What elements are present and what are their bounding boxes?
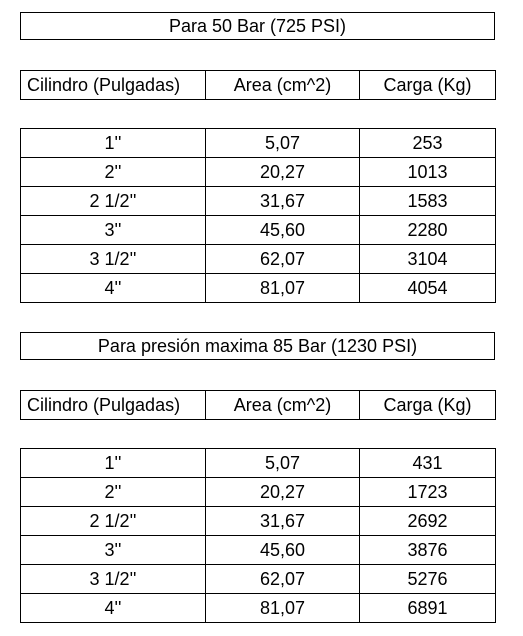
area-cell: 31,67 — [205, 186, 360, 216]
section-1-title: Para 50 Bar (725 PSI) — [20, 12, 495, 40]
cylinder-cell: 1'' — [20, 128, 206, 158]
load-cell: 2280 — [359, 215, 496, 245]
section-1-title-text: Para 50 Bar (725 PSI) — [168, 15, 347, 36]
section-2-data-table: 1'' 5,07 431 2'' 20,27 1723 2 1/2'' 31,6… — [20, 448, 496, 623]
table-row: 2 1/2'' 31,67 1583 — [20, 186, 496, 216]
table-row: 2 1/2'' 31,67 2692 — [20, 506, 496, 536]
table-row: 1'' 5,07 253 — [20, 128, 496, 158]
section-2-header-row: Cilindro (Pulgadas) Area (cm^2) Carga (K… — [20, 390, 496, 420]
load-cell: 1583 — [359, 186, 496, 216]
table-row: 2'' 20,27 1013 — [20, 157, 496, 187]
cylinder-cell: 1'' — [20, 448, 206, 478]
cylinder-cell: 3'' — [20, 215, 206, 245]
area-cell: 5,07 — [205, 128, 360, 158]
cylinder-cell: 3 1/2'' — [20, 244, 206, 274]
area-cell: 5,07 — [205, 448, 360, 478]
load-cell: 5276 — [359, 564, 496, 594]
table-row: 4'' 81,07 4054 — [20, 273, 496, 303]
load-cell: 3104 — [359, 244, 496, 274]
cylinder-cell: 4'' — [20, 273, 206, 303]
table-row: 3 1/2'' 62,07 5276 — [20, 564, 496, 594]
section-1-header-table: Cilindro (Pulgadas) Area (cm^2) Carga (K… — [20, 70, 496, 100]
table-row: 3 1/2'' 62,07 3104 — [20, 244, 496, 274]
section-1-data-table: 1'' 5,07 253 2'' 20,27 1013 2 1/2'' 31,6… — [20, 128, 496, 303]
area-cell: 81,07 — [205, 593, 360, 623]
table-row: 3'' 45,60 2280 — [20, 215, 496, 245]
header-area: Area (cm^2) — [205, 390, 360, 420]
cylinder-cell: 2 1/2'' — [20, 186, 206, 216]
load-cell: 1013 — [359, 157, 496, 187]
header-area: Area (cm^2) — [205, 70, 360, 100]
area-cell: 20,27 — [205, 157, 360, 187]
area-cell: 81,07 — [205, 273, 360, 303]
cylinder-cell: 4'' — [20, 593, 206, 623]
load-cell: 6891 — [359, 593, 496, 623]
load-cell: 253 — [359, 128, 496, 158]
table-row: 2'' 20,27 1723 — [20, 477, 496, 507]
header-cylinder: Cilindro (Pulgadas) — [20, 70, 206, 100]
load-cell: 1723 — [359, 477, 496, 507]
area-cell: 45,60 — [205, 215, 360, 245]
area-cell: 31,67 — [205, 506, 360, 536]
header-load: Carga (Kg) — [359, 70, 496, 100]
load-cell: 431 — [359, 448, 496, 478]
cylinder-cell: 2 1/2'' — [20, 506, 206, 536]
table-row: 4'' 81,07 6891 — [20, 593, 496, 623]
area-cell: 62,07 — [205, 244, 360, 274]
load-cell: 2692 — [359, 506, 496, 536]
cylinder-cell: 3'' — [20, 535, 206, 565]
cylinder-cell: 2'' — [20, 477, 206, 507]
section-2-title: Para presión maxima 85 Bar (1230 PSI) — [20, 332, 495, 360]
section-2-title-text: Para presión maxima 85 Bar (1230 PSI) — [97, 335, 418, 356]
cylinder-cell: 3 1/2'' — [20, 564, 206, 594]
section-1-header-row: Cilindro (Pulgadas) Area (cm^2) Carga (K… — [20, 70, 496, 100]
header-load: Carga (Kg) — [359, 390, 496, 420]
area-cell: 62,07 — [205, 564, 360, 594]
table-row: 3'' 45,60 3876 — [20, 535, 496, 565]
section-2-header-table: Cilindro (Pulgadas) Area (cm^2) Carga (K… — [20, 390, 496, 420]
area-cell: 45,60 — [205, 535, 360, 565]
header-cylinder: Cilindro (Pulgadas) — [20, 390, 206, 420]
table-row: 1'' 5,07 431 — [20, 448, 496, 478]
load-cell: 3876 — [359, 535, 496, 565]
load-cell: 4054 — [359, 273, 496, 303]
cylinder-cell: 2'' — [20, 157, 206, 187]
area-cell: 20,27 — [205, 477, 360, 507]
